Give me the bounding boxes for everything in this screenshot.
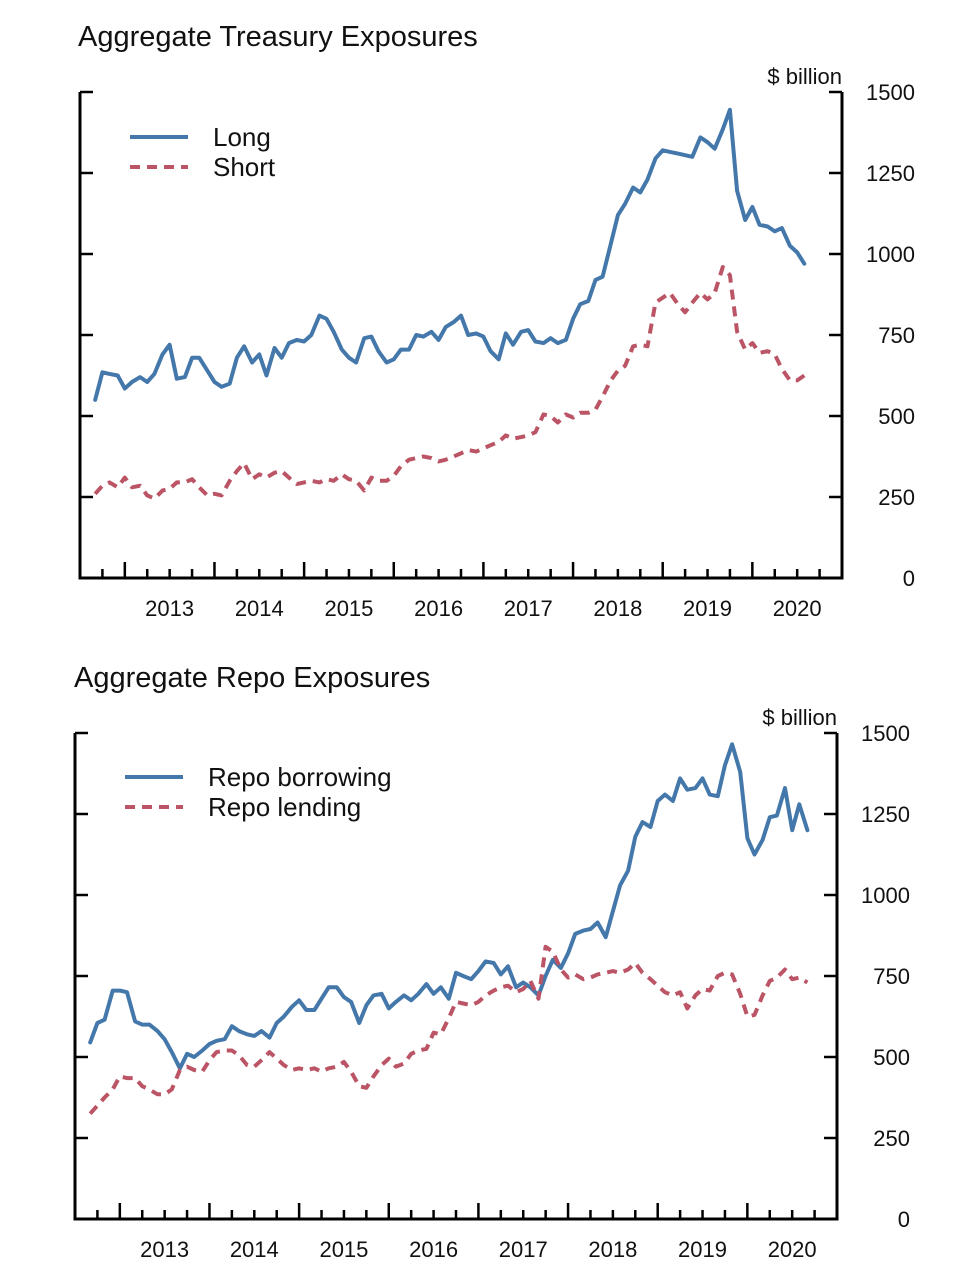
y-tick-label: 1500: [861, 721, 910, 746]
y-axis: 0 250 500 750 1000 1250 1500: [75, 721, 910, 1232]
axes: [78, 92, 844, 580]
series-line-repo-lending: [88, 944, 809, 1116]
x-tick-label: 2018: [588, 1237, 637, 1262]
x-axis: 2013 2014 2015 2016 2017 2018 2019 2020: [101, 562, 822, 621]
repo-panel: Aggregate Repo Exposures $ billion 0 250 5…: [73, 662, 910, 1262]
y-axis: 0 250 500 750 1000 1250 1500: [80, 80, 915, 591]
series-lines: [93, 107, 807, 501]
y-tick-label: 1250: [866, 161, 915, 186]
legend: Long Short: [130, 122, 276, 182]
legend-label-short: Short: [213, 152, 276, 182]
y-tick-label: 0: [898, 1207, 910, 1232]
series-line-long: [93, 107, 807, 402]
y-tick-label: 1250: [861, 802, 910, 827]
series-lines: [88, 742, 810, 1116]
x-tick-label: 2019: [683, 596, 732, 621]
x-tick-label: 2013: [145, 596, 194, 621]
y-tick-label: 750: [878, 323, 915, 348]
x-tick-label: 2014: [235, 596, 284, 621]
y-tick-label: 250: [873, 1126, 910, 1151]
x-tick-label: 2015: [324, 596, 373, 621]
y-tick-label: 1000: [861, 883, 910, 908]
x-tick-label: 2020: [773, 596, 822, 621]
y-tick-label: 1500: [866, 80, 915, 105]
x-tick-label: 2016: [409, 1237, 458, 1262]
chart-title: Aggregate Repo Exposures: [74, 662, 430, 694]
x-axis: 2013 2014 2015 2016 2017 2018 2019 2020: [96, 1203, 817, 1262]
x-tick-label: 2013: [140, 1237, 189, 1262]
y-tick-label: 500: [873, 1045, 910, 1070]
legend: Repo borrowing Repo lending: [125, 762, 392, 822]
legend-label-repo-lending: Repo lending: [208, 792, 361, 822]
x-tick-label: 2017: [499, 1237, 548, 1262]
plot-frame: [78, 92, 844, 580]
y-tick-label: 500: [878, 404, 915, 429]
series-line-short: [93, 265, 806, 501]
legend-label-repo-borrowing: Repo borrowing: [208, 762, 392, 792]
y-tick-label: 250: [878, 485, 915, 510]
x-tick-label: 2015: [319, 1237, 368, 1262]
legend-label-long: Long: [213, 122, 271, 152]
x-tick-label: 2020: [768, 1237, 817, 1262]
x-tick-label: 2019: [678, 1237, 727, 1262]
x-tick-label: 2017: [504, 596, 553, 621]
chart-title: Aggregate Treasury Exposures: [78, 21, 478, 53]
unit-label: $ billion: [767, 64, 842, 89]
unit-label: $ billion: [762, 705, 837, 730]
treasury-panel: Aggregate Treasury Exposures $ billion 0…: [78, 21, 915, 621]
series-line-repo-borrowing: [88, 742, 810, 1071]
x-tick-label: 2018: [593, 596, 642, 621]
x-tick-label: 2016: [414, 596, 463, 621]
x-tick-label: 2014: [230, 1237, 279, 1262]
y-tick-label: 750: [873, 964, 910, 989]
y-tick-label: 0: [903, 566, 915, 591]
y-tick-label: 1000: [866, 242, 915, 267]
